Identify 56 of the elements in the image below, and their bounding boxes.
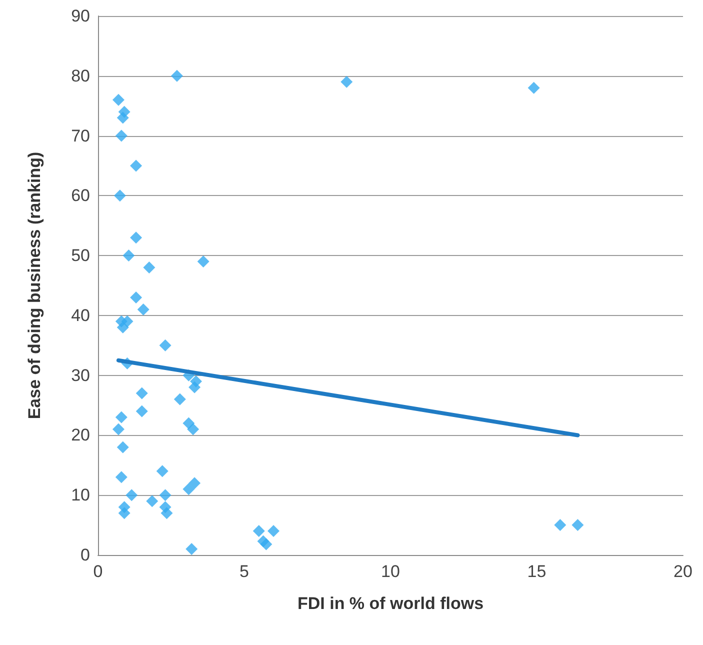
point	[137, 303, 150, 316]
point	[572, 519, 584, 532]
y-axis-title: Ease of doing business (ranking)	[25, 152, 44, 420]
point	[130, 291, 142, 304]
point	[122, 250, 135, 262]
point	[159, 489, 172, 502]
point	[116, 321, 129, 334]
x-tick-label: 15	[527, 562, 546, 581]
point	[174, 393, 186, 406]
point	[115, 411, 128, 424]
point	[146, 495, 158, 508]
y-tick-label: 30	[71, 366, 90, 385]
point	[143, 262, 156, 274]
point	[126, 489, 138, 502]
point	[118, 507, 130, 520]
point	[159, 339, 172, 352]
point	[112, 423, 124, 436]
y-tick-label: 40	[71, 306, 90, 325]
point	[188, 477, 201, 490]
point	[115, 471, 128, 484]
point	[130, 160, 142, 172]
point	[136, 405, 148, 418]
point	[182, 483, 195, 496]
point	[116, 112, 129, 124]
y-tick-label: 60	[71, 186, 90, 206]
point	[115, 130, 128, 142]
point	[252, 525, 265, 538]
y-tick-label: 80	[71, 66, 90, 86]
point	[340, 76, 353, 88]
point	[554, 519, 566, 532]
point	[170, 70, 183, 82]
point	[187, 423, 200, 436]
point	[197, 256, 210, 268]
point	[136, 387, 148, 400]
point	[114, 190, 126, 202]
point	[186, 543, 198, 556]
point	[268, 525, 280, 538]
point	[112, 94, 124, 106]
y-tick-label: 70	[71, 126, 90, 146]
y-tick-label: 10	[71, 486, 90, 505]
point	[188, 381, 201, 394]
x-tick-label: 10	[381, 562, 400, 581]
x-tick-label: 0	[93, 562, 103, 581]
point	[156, 465, 168, 478]
x-tick-label: 20	[674, 562, 692, 581]
x-axis-title: FDI in % of world flows	[297, 594, 484, 613]
point	[130, 232, 142, 244]
y-tick-label: 20	[71, 426, 90, 445]
point	[160, 507, 173, 520]
point	[528, 82, 540, 94]
point	[260, 538, 272, 550]
y-tick-label: 50	[71, 246, 90, 266]
x-tick-label: 5	[240, 562, 249, 581]
point	[116, 441, 129, 454]
y-tick-label: 0	[80, 546, 90, 564]
y-tick-label: 90	[71, 6, 90, 26]
